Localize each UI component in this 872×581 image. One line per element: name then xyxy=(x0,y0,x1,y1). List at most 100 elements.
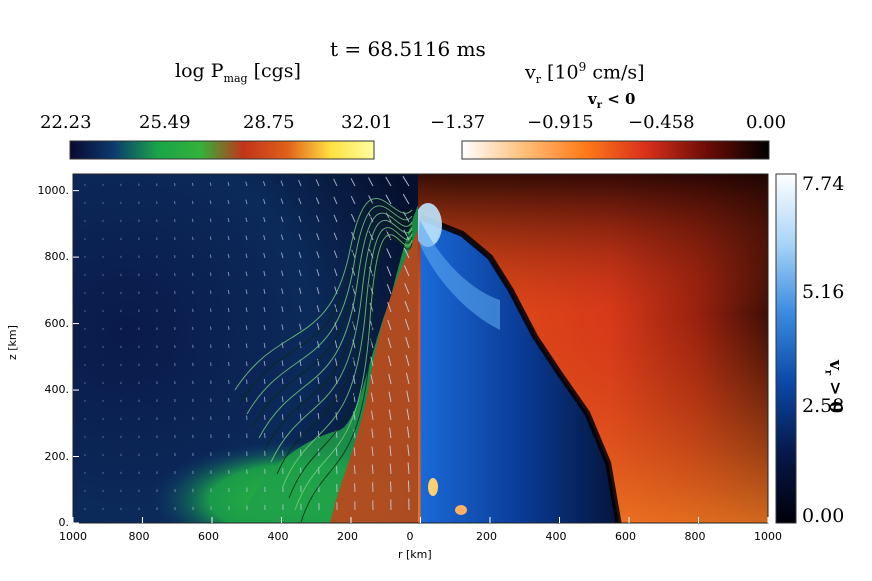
velocity-arrow xyxy=(404,283,410,295)
velocity-arrow xyxy=(405,354,410,367)
velocity-arrow xyxy=(262,181,266,187)
velocity-arrow xyxy=(370,392,374,403)
velocity-arrow xyxy=(280,180,284,187)
velocity-arrow xyxy=(315,197,320,205)
velocity-arrow xyxy=(299,323,302,331)
x-tick-label: 200 xyxy=(476,530,497,543)
field-lines xyxy=(234,197,413,523)
velocity-arrow xyxy=(407,462,410,475)
velocity-arrow xyxy=(227,253,230,259)
velocity-arrow xyxy=(335,448,338,457)
field-line xyxy=(252,209,413,427)
velocity-arrow xyxy=(263,288,266,295)
hotspot-2 xyxy=(455,505,467,515)
velocity-arrow xyxy=(210,326,212,331)
velocity-arrow xyxy=(316,269,320,277)
velocity-arrow xyxy=(263,306,266,313)
y-tick-label: 0. xyxy=(58,516,70,529)
velocity-arrow xyxy=(353,393,356,403)
vr-units-end: cm/s] xyxy=(586,61,645,84)
velocity-arrow xyxy=(281,324,284,331)
vr-negative-label: vr < 0 xyxy=(588,90,635,111)
vr-pos-tick-2: 2.58 xyxy=(802,395,845,417)
velocity-arrow xyxy=(298,197,302,205)
velocity-arrow xyxy=(280,198,284,205)
velocity-arrow xyxy=(245,217,248,223)
field-line xyxy=(270,219,413,463)
velocity-arrow xyxy=(246,397,248,403)
velocity-arrow xyxy=(210,308,212,313)
velocity-arrow xyxy=(402,193,410,205)
x-tick-label: 400 xyxy=(267,530,289,543)
velocity-arrow xyxy=(333,250,338,259)
velocity-arrow xyxy=(245,253,248,259)
velocity-arrow xyxy=(350,178,356,187)
velocity-arrow xyxy=(406,390,410,403)
velocity-arrow xyxy=(209,218,212,223)
vr-neg-tick-3: 0.00 xyxy=(746,112,787,133)
colorbar-vr-negative xyxy=(461,140,770,160)
velocity-arrow xyxy=(371,464,374,475)
pmag-tick-0: 22.23 xyxy=(40,112,92,133)
vr-pos-tick-3: 0.00 xyxy=(802,505,845,527)
velocity-arrow xyxy=(263,324,266,331)
velocity-arrow xyxy=(245,343,248,349)
velocity-arrow xyxy=(316,322,320,331)
field-line xyxy=(246,205,413,415)
velocity-arrow xyxy=(299,377,302,385)
velocity-arrow xyxy=(299,305,302,313)
velocity-arrow xyxy=(263,378,266,385)
velocity-arrow xyxy=(335,394,338,403)
velocity-arrow xyxy=(386,248,392,259)
right-panel-vr xyxy=(418,174,768,523)
velocity-arrow xyxy=(245,235,248,241)
velocity-arrow xyxy=(405,336,410,349)
velocity-arrow xyxy=(317,340,320,349)
velocity-arrow xyxy=(351,249,356,259)
velocity-arrow xyxy=(371,428,374,439)
x-tick-label: 1000 xyxy=(59,530,87,543)
x-axis-label: r [km] xyxy=(398,548,432,561)
velocity-arrow xyxy=(334,340,338,349)
colorbar-pmag xyxy=(69,140,375,160)
velocity-arrow xyxy=(227,181,230,187)
velocity-arrow xyxy=(385,176,392,187)
velocity-arrow xyxy=(404,318,410,331)
y-tick-label: 400. xyxy=(44,383,70,397)
velocity-arrow xyxy=(350,195,356,205)
velocity-arrow xyxy=(227,325,230,331)
velocity-arrow xyxy=(403,229,410,241)
vr-label: vr [109 cm/s] xyxy=(525,60,645,86)
velocity-arrow xyxy=(263,198,266,205)
pmag-tick-3: 32.01 xyxy=(341,112,393,133)
velocity-arrow xyxy=(367,177,374,187)
velocity-arrow xyxy=(227,289,230,295)
velocity-arrow xyxy=(315,215,320,223)
velocity-arrow xyxy=(192,236,194,241)
velocity-arrow xyxy=(298,251,302,259)
velocity-arrow xyxy=(227,307,230,313)
velocity-arrow xyxy=(388,373,392,385)
velocity-arrow xyxy=(333,178,338,187)
velocity-arrow xyxy=(264,414,266,421)
velocity-arrow xyxy=(317,394,320,403)
vr-subscript: r xyxy=(535,73,541,87)
velocity-arrow xyxy=(209,182,212,187)
velocity-arrow xyxy=(404,301,410,313)
velocity-arrow xyxy=(387,337,392,349)
x-tick-label: 0 xyxy=(406,530,414,543)
velocity-arrow xyxy=(406,408,410,421)
velocity-arrow xyxy=(227,235,230,241)
vr-pos-main: v xyxy=(825,360,845,370)
vr-positive-label: vr > 0 xyxy=(823,360,845,413)
vr-pos-end: > 0 xyxy=(825,375,845,414)
velocity-arrow xyxy=(336,466,338,475)
velocity-arrow xyxy=(209,254,212,259)
velocity-arrow xyxy=(299,413,302,421)
velocity-arrow xyxy=(246,379,248,385)
velocity-arrow xyxy=(281,288,284,295)
velocity-arrow xyxy=(192,254,194,259)
velocity-arrow xyxy=(387,319,392,331)
velocity-arrow xyxy=(350,213,356,223)
velocity-arrow xyxy=(245,289,248,295)
